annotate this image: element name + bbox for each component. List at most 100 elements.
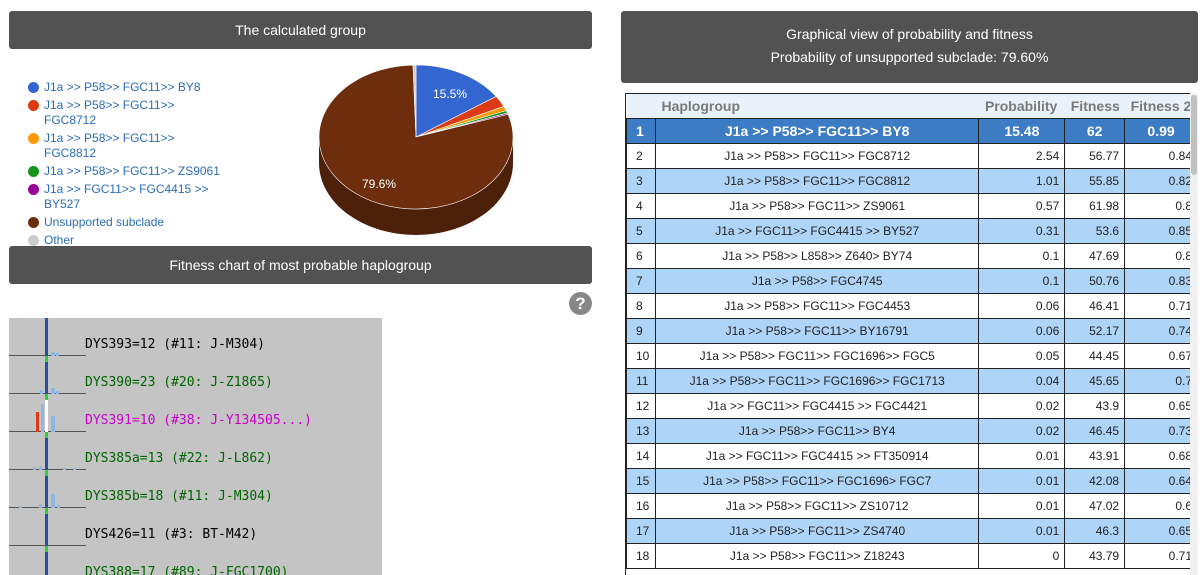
table-cell-index: 10 — [626, 342, 656, 369]
fitness-row: DYS385b=18 (#11: J-M304) — [9, 470, 382, 508]
fitness-row-indicator — [45, 546, 48, 552]
legend-item[interactable]: J1a >> P58>> FGC11>> FGC8812 — [28, 131, 228, 161]
table-cell-haplogroup: J1a >> P58>> L858>> Z640> BY74 — [654, 242, 980, 269]
table-cell-fitness: 43.9 — [1064, 392, 1126, 419]
table-cell-haplogroup: J1a >> P58>> FGC11>> FGC1696>> FGC5 — [654, 342, 980, 369]
table-cell-fitness-2: 0.83 — [1124, 267, 1198, 294]
table-cell-fitness: 53.6 — [1064, 217, 1126, 244]
table-cell-fitness-2: 0.8 — [1124, 192, 1198, 219]
pie-legend: J1a >> P58>> FGC11>> BY8 J1a >> P58>> FGC… — [28, 80, 228, 251]
table-row[interactable]: 17 J1a >> P58>> FGC11>> ZS4740 0.01 46.3 0.6… — [626, 517, 1198, 544]
legend-item[interactable]: J1a >> FGC11>> FGC4415 >> BY527 — [28, 182, 228, 212]
table-row[interactable]: 15 J1a >> P58>> FGC11>> FGC1696> FGC7 0.01… — [626, 467, 1198, 494]
table-cell-index: 18 — [626, 542, 656, 569]
legend-color-dot — [28, 217, 39, 228]
legend-color-dot — [28, 166, 39, 177]
table-cell-index: 3 — [626, 167, 656, 194]
legend-item[interactable]: Other — [28, 233, 228, 248]
table-cell-index: 4 — [626, 192, 656, 219]
fitness-histogram-bar — [33, 467, 36, 470]
fitness-histogram-bar — [39, 466, 42, 470]
calculated-group-header: The calculated group — [9, 11, 592, 49]
column-header-index[interactable] — [626, 94, 656, 119]
table-cell-probability: 0.02 — [978, 417, 1066, 444]
table-cell-index: 14 — [626, 442, 656, 469]
legend-item[interactable]: J1a >> P58>> FGC11>> ZS9061 — [28, 164, 228, 179]
fitness-row-indicator — [45, 394, 48, 400]
legend-item[interactable]: Unsupported subclade — [28, 215, 228, 230]
fitness-row: DYS390=23 (#20: J-Z1865) — [9, 356, 382, 394]
table-row[interactable]: 18 J1a >> P58>> FGC11>> Z18243 0 43.79 0.71 — [626, 542, 1198, 569]
table-scrollbar[interactable] — [1190, 93, 1198, 575]
table-cell-probability: 1.01 — [978, 167, 1066, 194]
table-row[interactable]: 2 J1a >> P58>> FGC11>> FGC8712 2.54 56.77 0.… — [626, 142, 1198, 169]
legend-item[interactable]: J1a >> P58>> FGC11>> BY8 — [28, 80, 228, 95]
table-cell-fitness-2: 0.65 — [1124, 517, 1198, 544]
table-row[interactable]: 3 J1a >> P58>> FGC11>> FGC8812 1.01 55.85 0.… — [626, 167, 1198, 194]
unsupported-probability-text: Probability of unsupported subclade: 79.… — [770, 49, 1049, 65]
fitness-histogram-bar — [45, 440, 48, 470]
pie-slice[interactable] — [412, 64, 417, 138]
graphical-view-header: Graphical view of probability and fitnes… — [621, 11, 1198, 83]
table-row[interactable]: 13 J1a >> P58>> FGC11>> BY4 0.02 46.45 0.73 — [626, 417, 1198, 444]
fitness-row-indicator — [45, 508, 48, 514]
table-row[interactable]: 8 J1a >> P58>> FGC11>> FGC4453 0.06 46.41 0.… — [626, 292, 1198, 319]
table-cell-fitness: 45.65 — [1064, 367, 1126, 394]
table-cell-fitness-2: 0.7 — [1124, 367, 1198, 394]
table-row[interactable]: 4 J1a >> P58>> FGC11>> ZS9061 0.57 61.98 0.8 — [626, 192, 1198, 219]
table-row[interactable]: 11 J1a >> P58>> FGC11>> FGC1696>> FGC1713… — [626, 367, 1198, 394]
column-header-haplogroup[interactable]: Haplogroup — [655, 94, 979, 119]
table-cell-haplogroup: J1a >> P58>> FGC11>> FGC1696>> FGC1713 — [654, 367, 980, 394]
table-cell-haplogroup: J1a >> P58>> FGC11>> ZS4740 — [654, 517, 980, 544]
fitness-chart: DYS393=12 (#11: J-M304) DYS390=23 (#20: J… — [9, 318, 382, 575]
table-cell-index: 13 — [626, 417, 656, 444]
table-cell-index: 5 — [626, 217, 656, 244]
table-row[interactable]: 9 J1a >> P58>> FGC11>> BY16791 0.06 52.17 0.… — [626, 317, 1198, 344]
scrollbar-thumb[interactable] — [1191, 95, 1197, 175]
fitness-row-label: DYS390=23 (#20: J-Z1865) — [85, 375, 273, 390]
table-cell-index: 16 — [626, 492, 656, 519]
table-cell-probability: 0.1 — [978, 267, 1066, 294]
help-icon[interactable]: ? — [569, 292, 592, 315]
legend-label: J1a >> P58>> FGC11>> FGC8712 — [44, 98, 175, 127]
table-cell-fitness-2: 0.68 — [1124, 442, 1198, 469]
legend-color-dot — [28, 133, 39, 144]
table-cell-probability: 0.04 — [978, 367, 1066, 394]
table-cell-probability: 2.54 — [978, 142, 1066, 169]
table-row[interactable]: 10 J1a >> P58>> FGC11>> FGC1696>> FGC5 0.0… — [626, 342, 1198, 369]
table-cell-fitness: 44.45 — [1064, 342, 1126, 369]
table-cell-index: 7 — [626, 267, 656, 294]
table-cell-haplogroup: J1a >> FGC11>> FGC4415 >> FGC4421 — [654, 392, 980, 419]
table-cell-haplogroup: J1a >> FGC11>> FGC4415 >> BY527 — [654, 217, 980, 244]
table-cell-haplogroup: J1a >> P58>> FGC11>> ZS9061 — [654, 192, 980, 219]
fitness-histogram-bar — [45, 556, 48, 575]
table-row[interactable]: 12 J1a >> FGC11>> FGC4415 >> FGC4421 0.02 4… — [626, 392, 1198, 419]
legend-label: Unsupported subclade — [44, 215, 165, 229]
fitness-row: DYS391=10 (#38: J-Y134505...) — [9, 394, 382, 432]
table-row[interactable]: 14 J1a >> FGC11>> FGC4415 >> FT350914 0.01… — [626, 442, 1198, 469]
legend-item[interactable]: J1a >> P58>> FGC11>> FGC8712 — [28, 98, 228, 128]
column-header-probability[interactable]: Probability — [978, 94, 1065, 119]
table-row[interactable]: 6 J1a >> P58>> L858>> Z640> BY74 0.1 47.69 0… — [626, 242, 1198, 269]
table-cell-index: 15 — [626, 467, 656, 494]
column-header-fitness-2[interactable]: Fitness 2 — [1124, 94, 1198, 119]
table-row[interactable]: 7 J1a >> P58>> FGC4745 0.1 50.76 0.83 — [626, 267, 1198, 294]
fitness-histogram-bar — [56, 391, 59, 394]
table-cell-index: 9 — [626, 317, 656, 344]
table-cell-haplogroup: J1a >> P58>> FGC11>> BY8 — [654, 117, 980, 144]
table-cell-probability: 0.05 — [978, 342, 1066, 369]
table-row[interactable]: 1 J1a >> P58>> FGC11>> BY8 15.48 62 0.99 — [626, 117, 1198, 144]
table-cell-fitness-2: 0.8 — [1124, 242, 1198, 269]
table-row[interactable]: 16 J1a >> P58>> FGC11>> ZS10712 0.01 47.02 0… — [626, 492, 1198, 519]
table-cell-fitness: 61.98 — [1064, 192, 1126, 219]
fitness-histogram-bar — [45, 478, 48, 508]
table-row[interactable]: 5 J1a >> FGC11>> FGC4415 >> BY527 0.31 53.6… — [626, 217, 1198, 244]
table-cell-fitness-2: 0.82 — [1124, 167, 1198, 194]
column-header-fitness[interactable]: Fitness — [1064, 94, 1125, 119]
table-cell-fitness: 50.76 — [1064, 267, 1126, 294]
pie-slice[interactable] — [415, 64, 497, 138]
legend-label: J1a >> P58>> FGC11>> FGC8812 — [44, 131, 175, 160]
fitness-row-indicator — [45, 356, 48, 362]
legend-color-dot — [28, 184, 39, 195]
